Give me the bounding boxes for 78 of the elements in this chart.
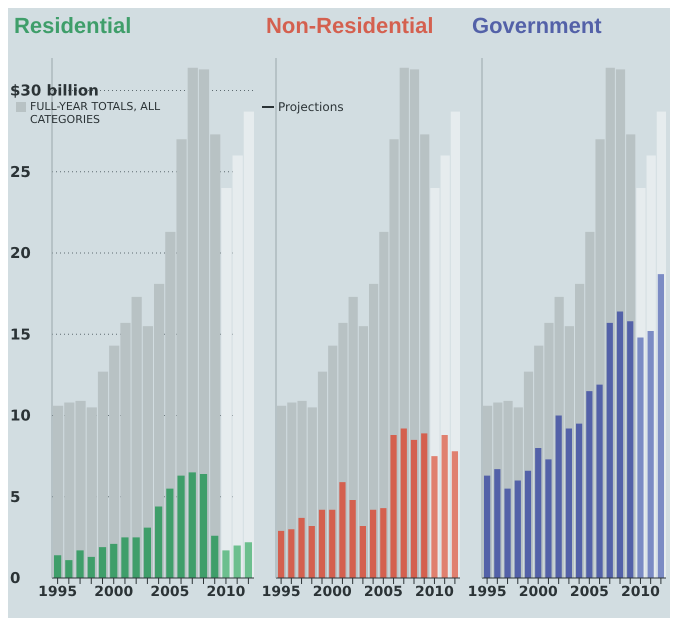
x-tick-label: 2005 (570, 584, 609, 600)
x-tick-label: 1995 (468, 584, 507, 600)
bar (155, 506, 162, 578)
bar (566, 428, 572, 578)
bar (627, 321, 634, 578)
bar (110, 544, 118, 578)
x-tick-label: 2010 (206, 584, 246, 600)
bar (514, 480, 521, 578)
bar (288, 529, 294, 578)
bar (494, 469, 500, 578)
chart-title: Residential (13, 12, 132, 40)
y-tick-label: $30 billion (10, 82, 99, 100)
bar (177, 476, 185, 578)
x-tick-label: 2005 (150, 584, 190, 600)
bar (452, 451, 458, 578)
bar (244, 542, 252, 578)
bar (318, 510, 326, 578)
bar (65, 560, 72, 578)
bar (658, 274, 664, 578)
bar (524, 470, 532, 578)
bar (76, 550, 84, 578)
bar (339, 482, 346, 578)
annotation: Projections (278, 100, 344, 114)
bar (54, 555, 62, 578)
bar (431, 456, 438, 578)
bar (370, 510, 376, 578)
chart-title: Non-Residential (265, 12, 434, 40)
bar (166, 488, 174, 578)
x-tick-label: 2010 (620, 584, 660, 600)
bar (390, 435, 397, 578)
x-tick-label: 2000 (94, 584, 134, 600)
bar (211, 536, 218, 578)
bar (308, 526, 315, 578)
bar (648, 331, 654, 578)
bar (556, 416, 562, 578)
bar (350, 500, 356, 578)
bar (637, 338, 644, 578)
bar (586, 391, 592, 578)
x-tick-label: 2000 (518, 584, 558, 600)
x-tick-label: 1995 (38, 584, 78, 600)
bar (234, 546, 241, 578)
bar (400, 428, 407, 578)
y-tick-label: 5 (10, 488, 20, 506)
bar (222, 550, 230, 578)
bar (298, 518, 305, 578)
bar (380, 508, 386, 578)
bar (121, 537, 129, 578)
y-tick-label: 0 (10, 569, 20, 587)
bar (329, 510, 336, 578)
bar (596, 384, 603, 578)
bar (616, 312, 624, 578)
chart-title: Government (471, 12, 603, 40)
x-tick-label: 1995 (262, 584, 301, 600)
bar (545, 459, 552, 578)
bar (360, 526, 366, 578)
y-tick-label: 20 (10, 244, 31, 262)
bar (484, 476, 490, 578)
y-tick-label: 25 (10, 162, 31, 181)
bar (576, 424, 582, 578)
y-tick-label: 10 (10, 406, 31, 424)
bar (606, 322, 613, 578)
bar (442, 435, 448, 578)
bar (132, 537, 140, 578)
bar (535, 448, 542, 578)
bar (88, 556, 95, 578)
bar (188, 472, 196, 578)
bar (144, 528, 151, 578)
x-tick-label: 2000 (312, 584, 352, 600)
legend-label: FULL-YEAR TOTALS, ALL CATEGORIES (30, 100, 162, 126)
y-tick-label: 15 (10, 325, 31, 344)
bar (410, 440, 418, 578)
bar (504, 488, 511, 578)
bar (98, 547, 106, 578)
x-tick-label: 2010 (414, 584, 454, 600)
x-tick-label: 2005 (364, 584, 403, 600)
bar (278, 530, 284, 578)
bar (421, 433, 428, 578)
bar (200, 474, 208, 578)
